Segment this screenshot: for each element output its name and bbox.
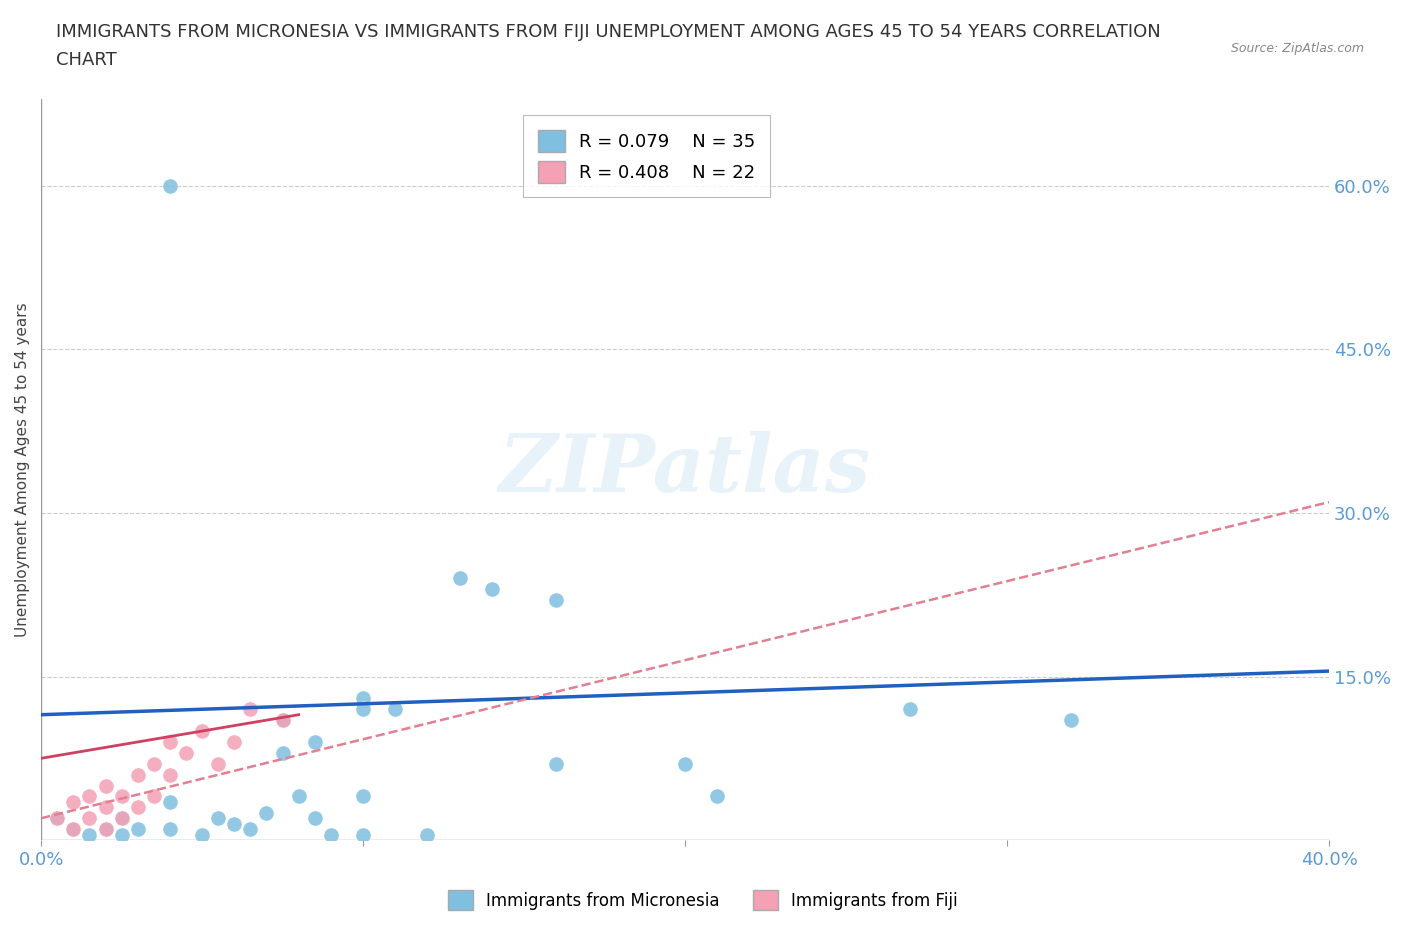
Point — [110, 789, 132, 804]
Point — [127, 822, 149, 837]
Point — [159, 179, 181, 193]
Point — [271, 712, 294, 727]
Point — [142, 789, 165, 804]
Point — [673, 756, 696, 771]
Point — [239, 702, 262, 717]
Point — [110, 811, 132, 826]
Point — [110, 827, 132, 842]
Point — [352, 789, 374, 804]
Point — [94, 778, 117, 793]
Point — [271, 746, 294, 761]
Point — [271, 712, 294, 727]
Point — [94, 822, 117, 837]
Legend: R = 0.079    N = 35, R = 0.408    N = 22: R = 0.079 N = 35, R = 0.408 N = 22 — [523, 115, 769, 197]
Legend: Immigrants from Micronesia, Immigrants from Fiji: Immigrants from Micronesia, Immigrants f… — [441, 884, 965, 917]
Point — [1060, 712, 1083, 727]
Point — [110, 811, 132, 826]
Point — [79, 811, 101, 826]
Point — [127, 800, 149, 815]
Point — [207, 756, 229, 771]
Point — [79, 789, 101, 804]
Point — [706, 789, 728, 804]
Point — [62, 822, 84, 837]
Point — [127, 767, 149, 782]
Point — [94, 800, 117, 815]
Point — [416, 827, 439, 842]
Text: Source: ZipAtlas.com: Source: ZipAtlas.com — [1230, 42, 1364, 55]
Point — [191, 827, 214, 842]
Point — [191, 724, 214, 738]
Point — [481, 582, 503, 597]
Point — [94, 822, 117, 837]
Point — [287, 789, 309, 804]
Point — [304, 735, 326, 750]
Point — [159, 822, 181, 837]
Point — [224, 817, 246, 831]
Text: IMMIGRANTS FROM MICRONESIA VS IMMIGRANTS FROM FIJI UNEMPLOYMENT AMONG AGES 45 TO: IMMIGRANTS FROM MICRONESIA VS IMMIGRANTS… — [56, 23, 1161, 41]
Point — [224, 735, 246, 750]
Point — [142, 756, 165, 771]
Point — [352, 702, 374, 717]
Point — [319, 827, 342, 842]
Point — [352, 691, 374, 706]
Point — [546, 592, 568, 607]
Point — [384, 702, 406, 717]
Point — [256, 805, 278, 820]
Point — [239, 822, 262, 837]
Point — [546, 756, 568, 771]
Point — [62, 794, 84, 809]
Point — [46, 811, 69, 826]
Point — [174, 746, 197, 761]
Point — [62, 822, 84, 837]
Text: ZIPatlas: ZIPatlas — [499, 431, 872, 508]
Point — [207, 811, 229, 826]
Point — [46, 811, 69, 826]
Point — [159, 794, 181, 809]
Point — [352, 827, 374, 842]
Point — [159, 767, 181, 782]
Point — [900, 702, 922, 717]
Point — [159, 735, 181, 750]
Text: CHART: CHART — [56, 51, 117, 69]
Point — [79, 827, 101, 842]
Point — [304, 811, 326, 826]
Y-axis label: Unemployment Among Ages 45 to 54 years: Unemployment Among Ages 45 to 54 years — [15, 302, 30, 637]
Point — [449, 571, 471, 586]
